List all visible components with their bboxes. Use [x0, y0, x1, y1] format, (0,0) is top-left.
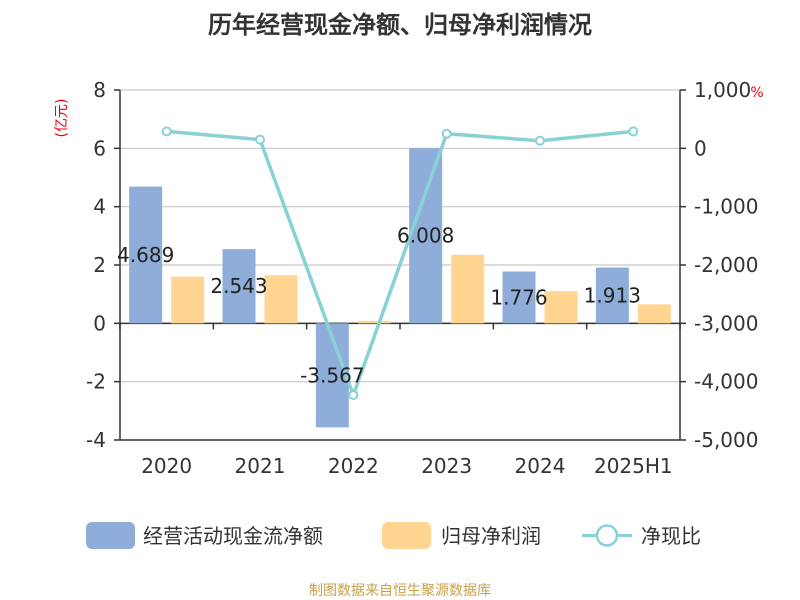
net-profit-bar-4	[544, 291, 578, 324]
ratio-point-5	[628, 126, 639, 137]
category-label-5: 2025H1	[594, 454, 673, 478]
cashflow-data-label-4: 1.776	[490, 285, 547, 309]
cashflow-bar-5	[595, 267, 629, 324]
legend-swatch-cashflow	[86, 522, 135, 549]
category-label-0: 2020	[141, 454, 192, 478]
left-axis-unit: (亿元)	[54, 99, 70, 138]
net-profit-bar-2	[357, 321, 391, 324]
left-axis-ticks: 8 6 4 2 0 -2 -4	[86, 78, 120, 452]
ratio-point-4	[535, 135, 545, 146]
cashflow-bar-1	[222, 249, 256, 324]
cashflow-bar-4	[502, 271, 536, 324]
legend-label-cashflow: 经营活动现金流净额	[143, 524, 323, 548]
right-tick-label-0: 1,000	[694, 78, 751, 102]
data-labels: 4.689 2.543 -3.567 6.008 1.776 1.913	[117, 224, 641, 388]
right-axis-unit: %	[750, 85, 763, 101]
cashflow-data-label-5: 1.913	[584, 283, 641, 307]
legend-marker-ratio	[595, 524, 619, 547]
left-tick-label-6: -4	[86, 428, 106, 452]
left-tick-label-4: 0	[93, 311, 106, 335]
right-tick-label-1: 0	[694, 136, 707, 160]
net-profit-bar-3	[451, 254, 485, 324]
left-tick-label-2: 4	[93, 195, 106, 219]
net-profit-bar-1	[264, 275, 298, 324]
right-tick-label-4: -3,000	[694, 311, 758, 335]
data-source: 制图数据来自恒生聚源数据库	[309, 583, 491, 599]
right-tick-label-3: -2,000	[694, 253, 758, 277]
ratio-line	[161, 126, 639, 401]
ratio-polyline	[166, 129, 634, 397]
net-profit-bar-5	[637, 304, 671, 324]
right-axis-ticks: 1,000 0 -1,000 -2,000 -3,000 -4,000 -5,000	[680, 78, 758, 452]
chart-title: 历年经营现金净额、归母净利润情况	[208, 11, 592, 39]
left-tick-label-1: 6	[93, 136, 106, 160]
category-label-1: 2021	[235, 454, 286, 478]
bars	[129, 148, 671, 428]
cashflow-data-label-0: 4.689	[117, 243, 174, 267]
left-tick-label-5: -2	[86, 370, 106, 394]
category-label-2: 2022	[328, 454, 379, 478]
legend-label-ratio: 净现比	[641, 524, 701, 548]
right-tick-label-2: -1,000	[694, 195, 758, 219]
ratio-point-2	[348, 390, 359, 401]
ratio-point-0	[161, 126, 172, 137]
right-tick-label-6: -5,000	[694, 428, 758, 452]
left-tick-label-0: 8	[93, 78, 106, 102]
cashflow-data-label-2: -3.567	[300, 363, 364, 387]
cashflow-data-label-3: 6.008	[397, 224, 454, 248]
category-label-3: 2023	[421, 454, 472, 478]
left-tick-label-3: 2	[93, 253, 106, 277]
right-tick-label-5: -4,000	[694, 370, 758, 394]
category-labels: 2020 2021 2022 2023 2024 2025H1	[119, 323, 681, 478]
ratio-point-3	[441, 128, 452, 139]
legend-swatch-net-profit	[382, 522, 431, 549]
cashflow-bar-3	[409, 148, 443, 324]
legend: 经营活动现金流净额 归母净利润 净现比	[86, 522, 701, 549]
legend-label-net-profit: 归母净利润	[441, 524, 541, 548]
category-label-4: 2024	[515, 454, 566, 478]
net-profit-bar-0	[171, 276, 205, 324]
cashflow-bar-0	[129, 186, 163, 324]
ratio-point-1	[255, 134, 265, 145]
cashflow-data-label-1: 2.543	[210, 274, 267, 298]
